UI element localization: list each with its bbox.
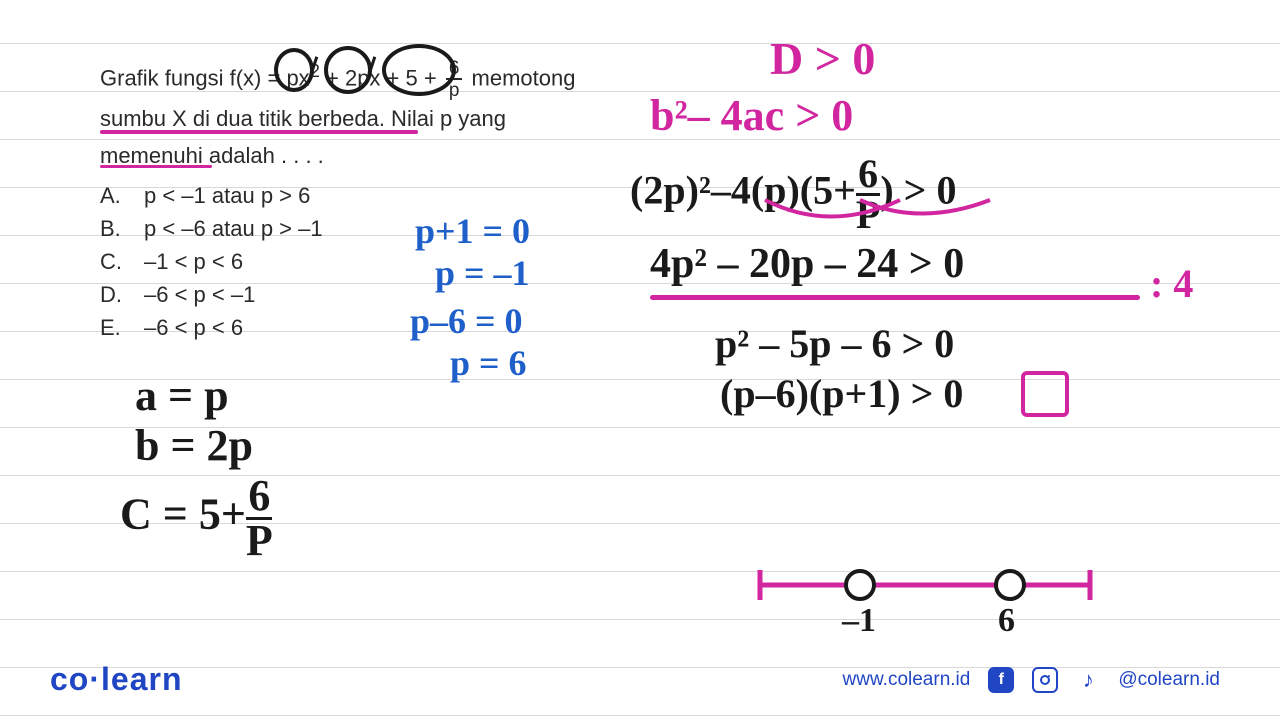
- option-e: E.–6 < p < 6: [100, 311, 620, 344]
- hw-b2-4ac: b²– 4ac > 0: [650, 90, 853, 141]
- hw-d-gt-0: D > 0: [770, 32, 875, 85]
- hw-c-frac: 6P: [246, 475, 273, 562]
- numline-label-right: 6: [998, 602, 1015, 640]
- pink-box-gt: [1020, 370, 1070, 420]
- pink-arcs: [760, 195, 1020, 235]
- footer-bar: co·learn www.colearn.id f ♪ @colearn.id: [0, 661, 1280, 698]
- tiktok-icon: ♪: [1076, 668, 1100, 692]
- option-a: A.p < –1 atau p > 6: [100, 179, 620, 212]
- hw-pp1: p+1 = 0: [415, 210, 530, 252]
- option-d: D.–6 < p < –1: [100, 278, 620, 311]
- numline-label-left: –1: [842, 602, 876, 640]
- underline-4p2: [650, 295, 1140, 300]
- hw-pm6: p–6 = 0: [410, 300, 523, 342]
- hw-b-eq: b = 2p: [135, 420, 253, 471]
- hw-a-eq: a = p: [135, 370, 229, 421]
- facebook-icon: f: [988, 667, 1014, 693]
- oval-2p: [324, 46, 372, 94]
- options-list: A.p < –1 atau p > 6 B.p < –6 atau p > –1…: [100, 179, 620, 344]
- hw-c-eq: C = 5+6P: [120, 475, 273, 562]
- instagram-icon: [1032, 667, 1058, 693]
- hw-factored: (p–6)(p+1) > 0: [720, 370, 963, 417]
- hw-div4: : 4: [1150, 260, 1193, 307]
- oval-p: [274, 48, 314, 92]
- hw-4p2-line: 4p² – 20p – 24 > 0: [650, 240, 964, 288]
- question-line2: sumbu X di dua titik berbeda. Nilai p ya…: [100, 106, 506, 131]
- hw-p2-line: p² – 5p – 6 > 0: [715, 320, 954, 367]
- number-line: [750, 545, 1110, 635]
- hw-p6: p = 6: [450, 342, 527, 384]
- option-c: C.–1 < p < 6: [100, 245, 620, 278]
- hw-pm1: p = –1: [435, 252, 530, 294]
- footer-right: www.colearn.id f ♪ @colearn.id: [843, 667, 1220, 693]
- brand-logo: co·learn: [50, 661, 182, 698]
- oval-5plus: [382, 44, 456, 96]
- option-b: B.p < –6 atau p > –1: [100, 212, 620, 245]
- footer-url: www.colearn.id: [843, 669, 971, 691]
- underline-sumbu: [100, 130, 418, 134]
- underline-memenuhi: [100, 165, 212, 168]
- footer-handle: @colearn.id: [1118, 669, 1220, 691]
- question-line1-suffix: memotong: [465, 65, 575, 90]
- question-text: Grafik fungsi f(x) = px2 + 2px + 5 + 6p …: [100, 55, 620, 344]
